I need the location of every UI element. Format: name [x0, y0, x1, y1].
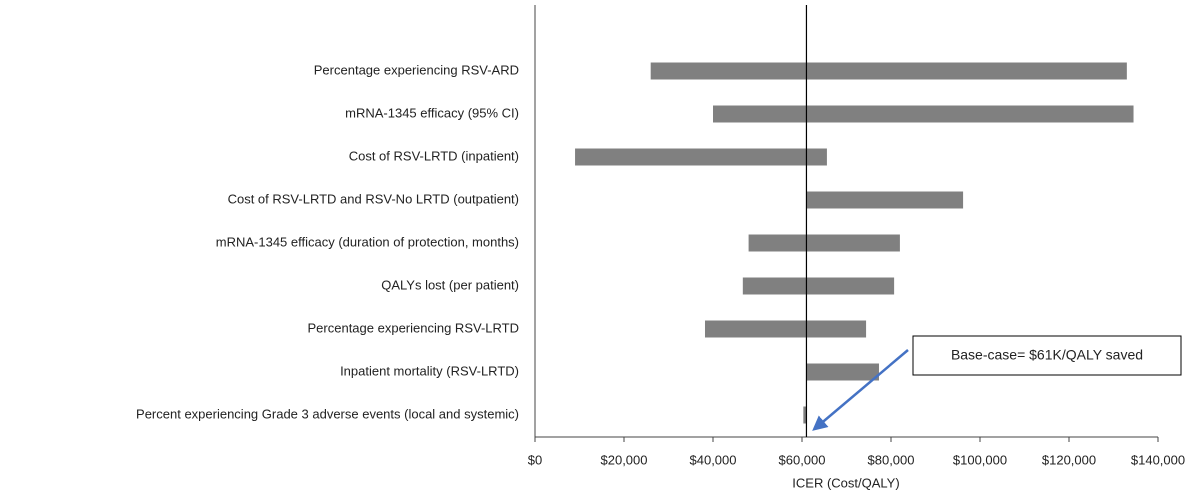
- x-tick-label: $60,000: [779, 452, 826, 467]
- x-tick-label: $20,000: [601, 452, 648, 467]
- x-tick-label: $40,000: [690, 452, 737, 467]
- annotation: Base-case= $61K/QALY saved: [951, 347, 1143, 363]
- category-label: mRNA-1345 efficacy (95% CI): [345, 105, 519, 120]
- bar: [806, 363, 879, 381]
- x-tick-label: $100,000: [953, 452, 1007, 467]
- bar: [575, 148, 827, 166]
- annotation-arrow: [812, 349, 909, 431]
- category-label: Percent experiencing Grade 3 adverse eve…: [136, 406, 519, 421]
- category-label: Inpatient mortality (RSV-LRTD): [340, 363, 519, 378]
- category-label: Percentage experiencing RSV-ARD: [314, 62, 519, 77]
- bar: [806, 191, 964, 209]
- annotation-box: [912, 335, 1182, 376]
- category-label: Cost of RSV-LRTD (inpatient): [349, 148, 519, 163]
- bar: [704, 320, 867, 338]
- x-tick-label: $80,000: [868, 452, 915, 467]
- category-label: Percentage experiencing RSV-LRTD: [308, 320, 520, 335]
- bar: [742, 277, 895, 295]
- bar: [748, 234, 900, 252]
- x-tick-label: $140,000: [1131, 452, 1185, 467]
- x-tick-label: $120,000: [1042, 452, 1096, 467]
- x-tick-label: $0: [528, 452, 542, 467]
- bar: [650, 62, 1127, 80]
- category-label: QALYs lost (per patient): [381, 277, 519, 292]
- bar: [803, 406, 807, 424]
- x-axis-label: ICER (Cost/QALY): [792, 475, 899, 490]
- category-label: mRNA-1345 efficacy (duration of protecti…: [216, 234, 519, 249]
- bar: [713, 105, 1134, 123]
- category-label: Cost of RSV-LRTD and RSV-No LRTD (outpat…: [228, 191, 519, 206]
